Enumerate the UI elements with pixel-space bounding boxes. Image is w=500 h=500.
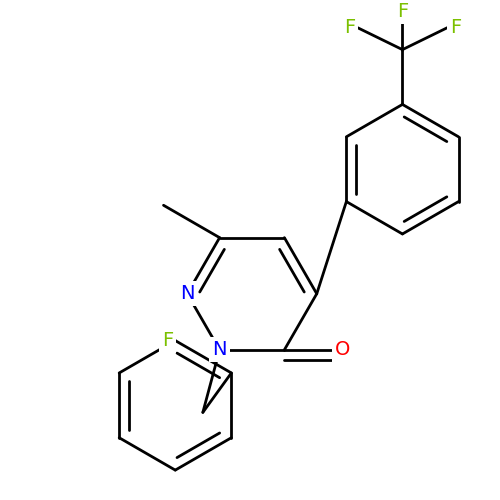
Text: F: F bbox=[450, 18, 461, 37]
Text: F: F bbox=[344, 18, 356, 37]
Text: F: F bbox=[397, 2, 408, 22]
Text: O: O bbox=[335, 340, 350, 359]
Text: N: N bbox=[212, 340, 227, 359]
Text: F: F bbox=[162, 331, 173, 350]
Text: N: N bbox=[180, 284, 194, 303]
